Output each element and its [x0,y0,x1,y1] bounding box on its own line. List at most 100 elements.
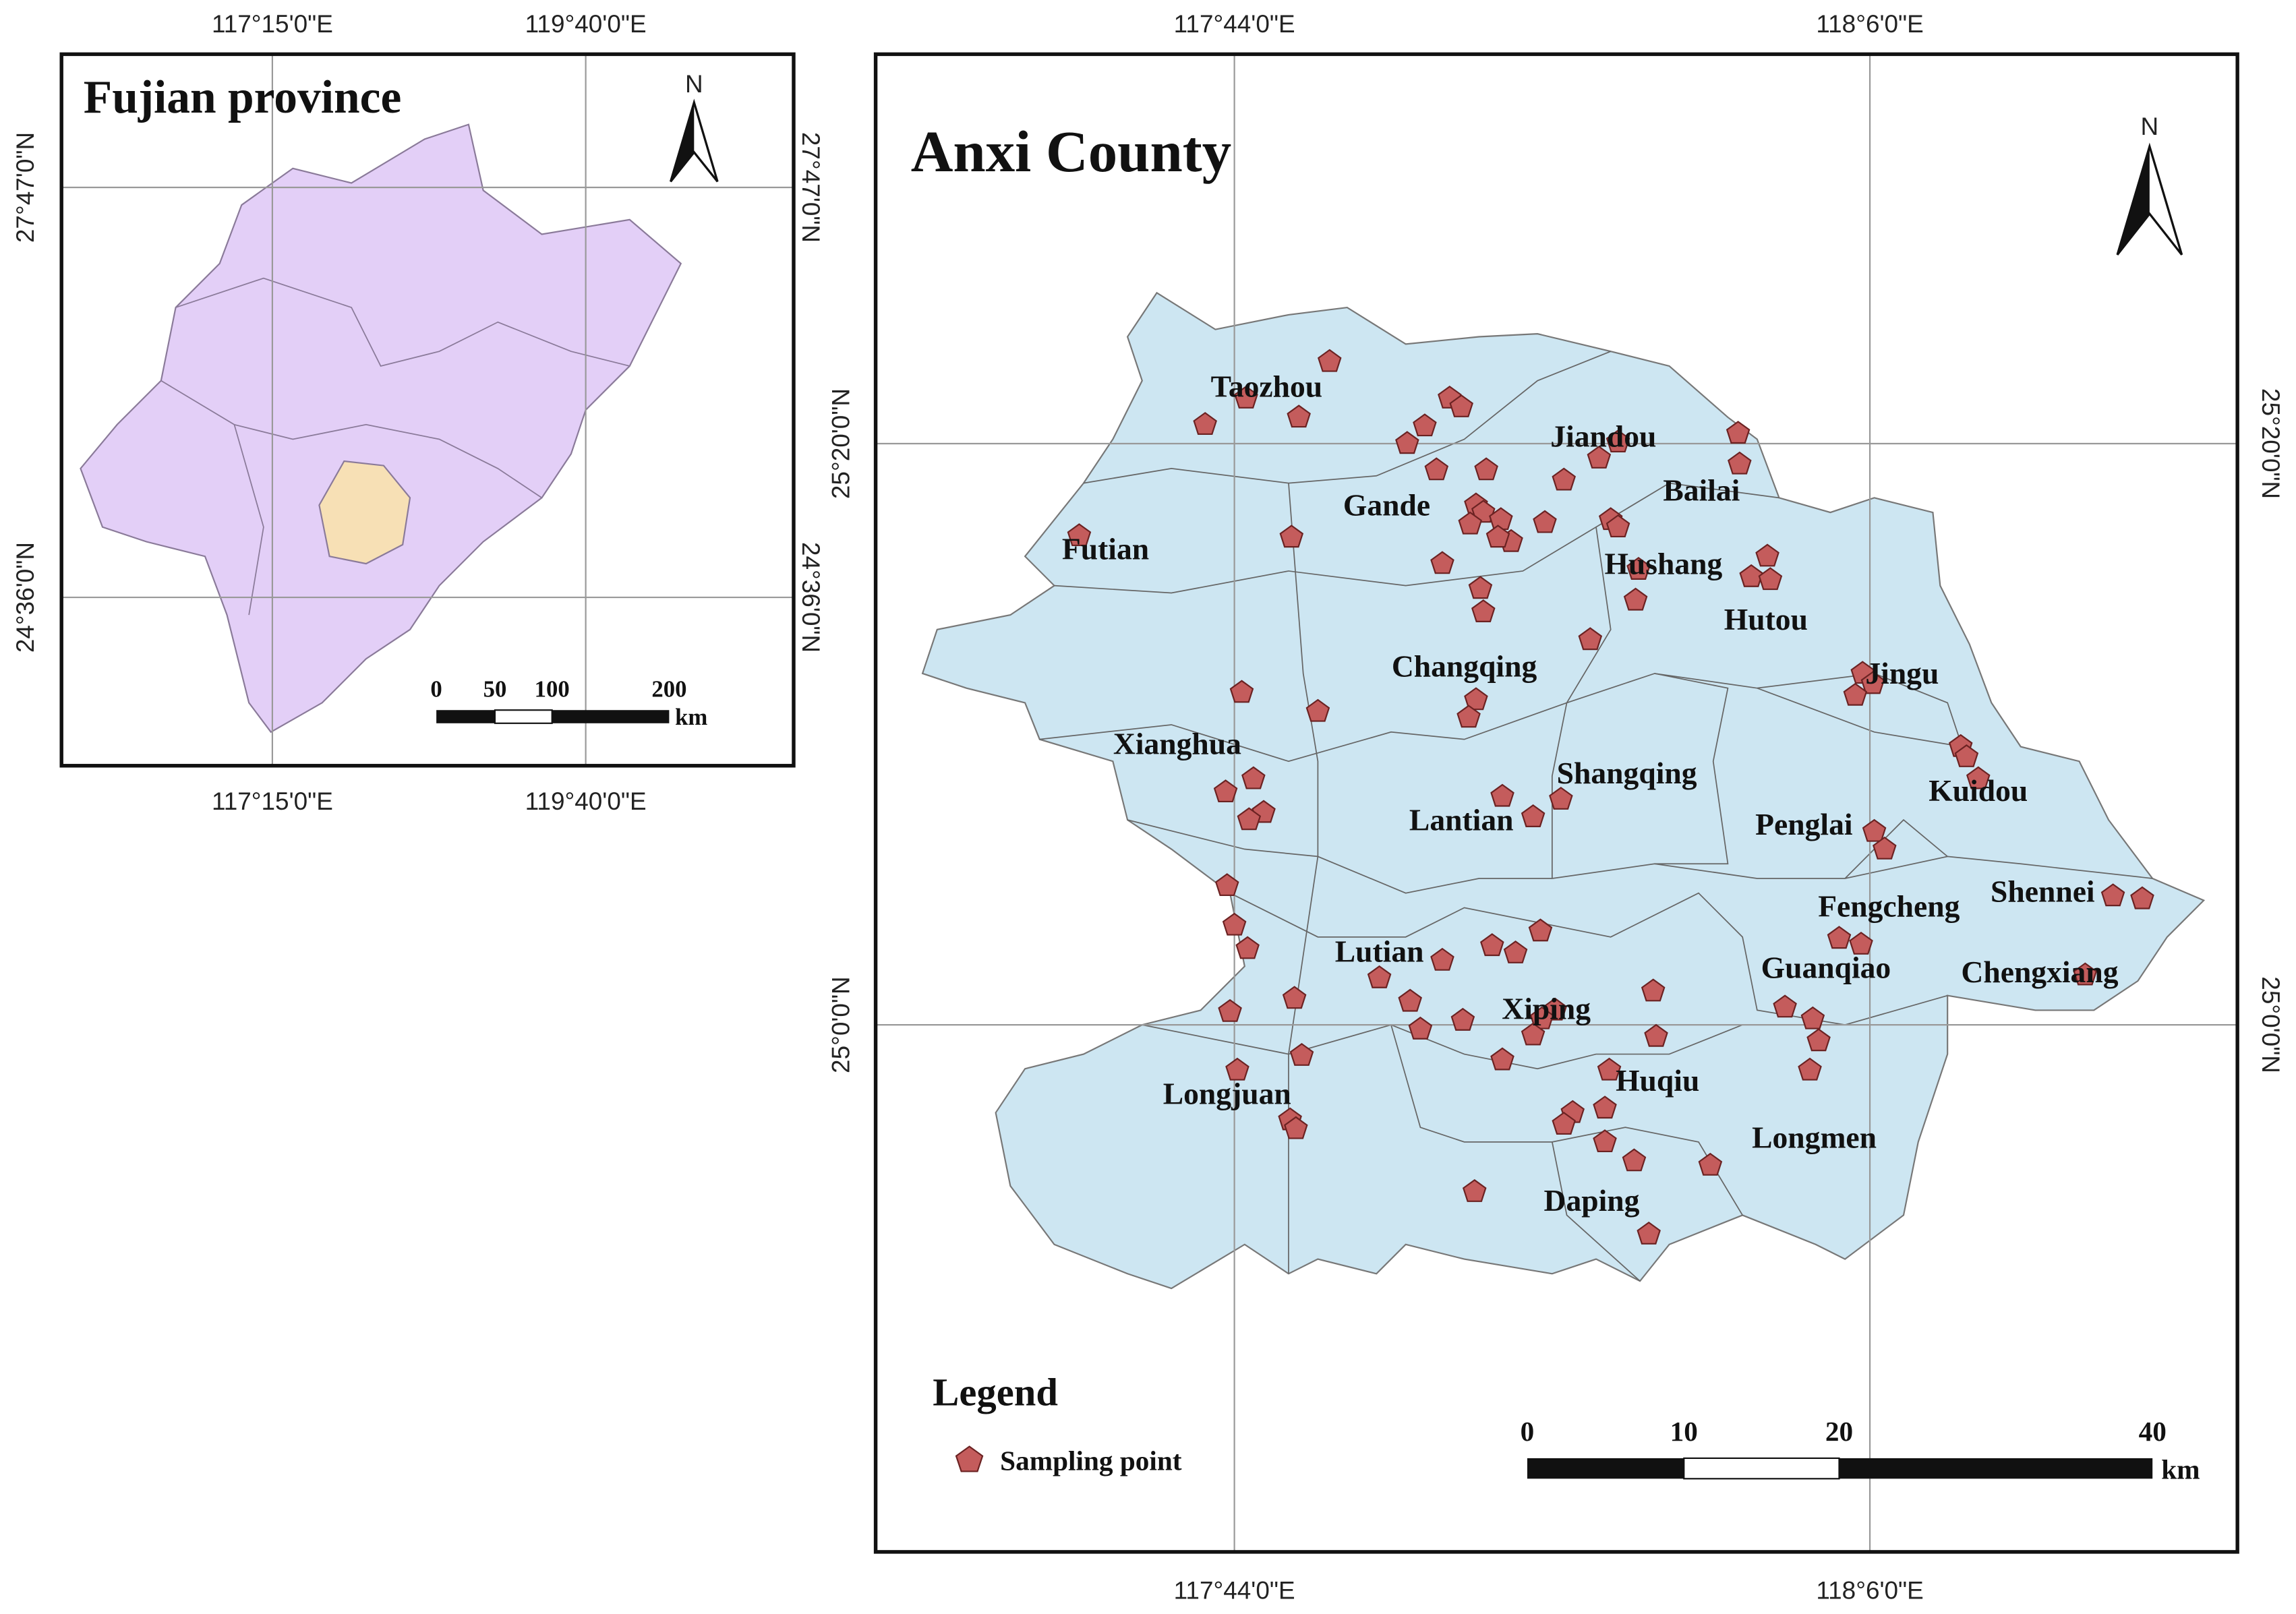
sampling-point [1637,1221,1661,1245]
sampling-point [1430,947,1454,971]
sampling-point [1449,394,1473,417]
sampling-point [1464,687,1488,711]
sampling-point [1587,446,1612,469]
x-label: 119°40'0"E [525,787,647,815]
sampling-points [1067,349,2154,1245]
sampling-point [1758,567,1783,591]
sampling-point [1237,807,1262,831]
town-boundary [1127,819,2153,894]
sampling-point [1806,1028,1831,1052]
sampling-point [1641,978,1666,1002]
sampling-point [1800,1006,1825,1029]
sampling-point [1225,1057,1249,1081]
y-label: 25°0'0"N [827,976,855,1073]
x-label: 118°6'0"E [1816,1576,1923,1604]
town-label: Lantian [1409,802,1514,837]
main-title: Anxi County [911,119,1231,184]
x-label: 119°40'0"E [525,10,647,38]
sampling-point [2073,962,2098,986]
north-label: N [2141,113,2159,140]
scale-label: 0 [430,676,442,703]
sampling-point [1367,965,1392,988]
sampling-point [1067,523,1092,547]
north-arrow-fill [670,102,695,182]
sampling-point [1622,1148,1647,1172]
town-boundary [1551,527,1612,878]
sampling-point [1728,451,1752,475]
sampling-point [1597,1057,1622,1081]
sampling-point [1305,698,1330,722]
sampling-point [1213,779,1238,803]
sampling-point [1282,986,1307,1009]
town-boundary [1757,673,1963,747]
north-arrow-fill [2117,146,2150,255]
sampling-point [1843,682,1868,706]
sampling-point [1490,1047,1514,1071]
scale-label: 50 [483,676,507,703]
sampling-point [1287,405,1311,428]
sampling-point [1485,525,1510,548]
sampling-point [1623,587,1648,611]
sampling-point [1458,511,1483,535]
main-map: Anxi County 117°44'0"E 118°6'0"E 117°44'… [827,10,2285,1605]
y-label: 25°0'0"N [2257,976,2285,1073]
x-label: 117°44'0"E [1174,10,1295,38]
sampling-point [1521,804,1546,827]
inset-map: Fujian province 117°15'0"E 119°40'0"E 11… [11,10,825,815]
sampling-point [1529,1006,1554,1029]
sampling-point [1593,1096,1617,1119]
sampling-point [1222,912,1247,936]
town-label: Bailai [1663,473,1740,508]
sampling-point [1424,457,1449,481]
sampling-point [1521,1022,1546,1046]
sampling-point [1773,994,1797,1018]
x-label: 117°15'0"E [212,787,333,815]
fujian-shape [80,123,682,734]
sampling-point [1430,551,1454,574]
sampling-point [1284,1116,1308,1139]
town-boundary [1288,483,1319,1274]
sampling-point [1549,786,1573,810]
town-label: Hushang [1604,546,1722,580]
sampling-point [1317,349,1342,372]
scale-label: 20 [1825,1416,1853,1447]
sampling-point [1408,1016,1433,1040]
town-boundary [1054,482,1779,594]
town-label: Fengcheng [1818,889,1960,923]
town-label: Guanqiao [1761,951,1891,985]
legend-title: Legend [933,1371,1058,1414]
town-label: Gande [1343,487,1430,522]
sampling-point [1528,918,1553,942]
sampling-point [1462,1178,1487,1202]
north-label: N [685,70,703,98]
sampling-point [1533,510,1557,533]
legend-item: Sampling point [1000,1445,1182,1476]
sampling-point [2100,883,2125,907]
sampling-point [1503,940,1528,963]
sampling-point [1552,1112,1577,1135]
town-label: Daping [1544,1183,1640,1218]
sampling-point [1578,627,1603,651]
sampling-point [1229,680,1254,703]
sampling-point [1698,1152,1723,1176]
scale-unit: km [2161,1454,2200,1485]
x-label: 118°6'0"E [1816,10,1923,38]
town-label: Futian [1062,532,1149,566]
y-label: 27°47'0"N [797,132,825,243]
sampling-point [1860,671,1885,694]
sampling-point [1235,936,1260,959]
sampling-point [1606,514,1630,537]
sampling-point [1862,818,1887,842]
sampling-point [1241,766,1266,789]
sampling-point [1593,1129,1617,1153]
x-label: 117°44'0"E [1174,1576,1295,1604]
town-boundary [1083,351,1612,484]
sampling-point [1234,385,1258,409]
town-label: Changqing [1392,649,1537,683]
sampling-point [1474,457,1498,481]
sampling-point [1739,564,1763,587]
y-label: 27°47'0"N [11,132,39,243]
sampling-point [1450,1007,1475,1031]
